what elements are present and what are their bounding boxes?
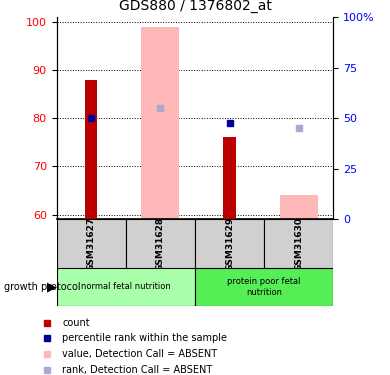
- Bar: [223, 137, 236, 219]
- Text: normal fetal nutrition: normal fetal nutrition: [81, 282, 171, 291]
- Text: percentile rank within the sample: percentile rank within the sample: [62, 333, 227, 343]
- Bar: [280, 195, 318, 219]
- Text: ▶: ▶: [47, 280, 57, 293]
- Bar: [57, 268, 195, 306]
- Bar: [126, 219, 195, 268]
- Text: GSM31628: GSM31628: [156, 217, 165, 271]
- Text: protein poor fetal
nutrition: protein poor fetal nutrition: [227, 277, 301, 297]
- Bar: [264, 219, 333, 268]
- Bar: [57, 219, 126, 268]
- Bar: [195, 268, 333, 306]
- Bar: [195, 219, 264, 268]
- Text: GSM31630: GSM31630: [294, 217, 303, 271]
- Text: growth protocol: growth protocol: [4, 282, 80, 292]
- Text: count: count: [62, 318, 90, 327]
- Bar: [85, 80, 98, 219]
- Text: rank, Detection Call = ABSENT: rank, Detection Call = ABSENT: [62, 365, 213, 375]
- Bar: [141, 27, 179, 219]
- Text: GSM31627: GSM31627: [87, 217, 96, 271]
- Text: value, Detection Call = ABSENT: value, Detection Call = ABSENT: [62, 349, 218, 359]
- Text: GSM31629: GSM31629: [225, 217, 234, 271]
- Title: GDS880 / 1376802_at: GDS880 / 1376802_at: [119, 0, 271, 13]
